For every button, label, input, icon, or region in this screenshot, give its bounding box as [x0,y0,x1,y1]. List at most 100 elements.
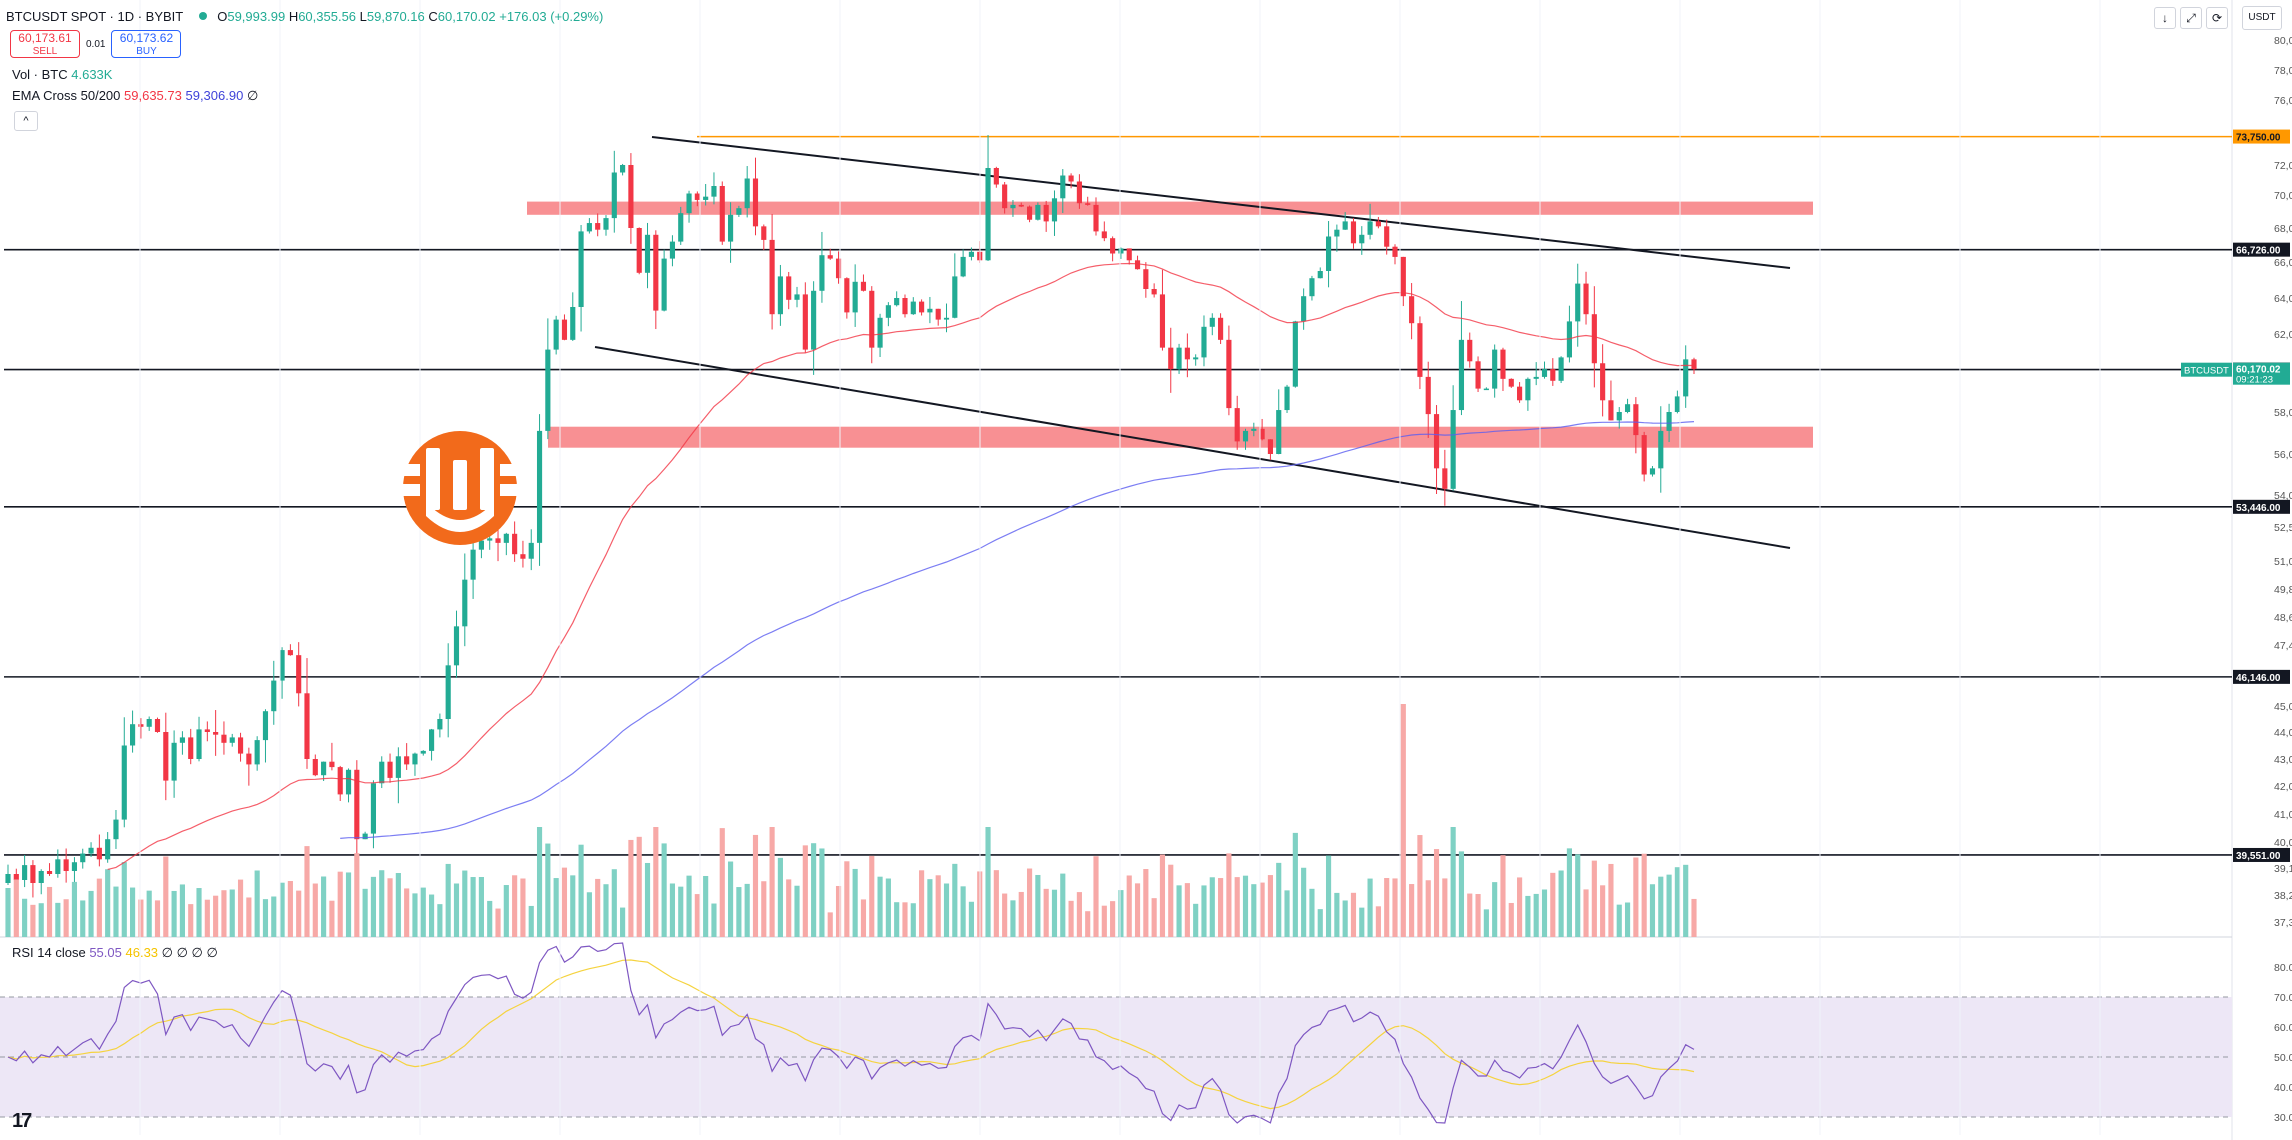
candle-body [254,740,260,765]
candle-body [1583,283,1589,315]
chart-legend: BTCUSDT SPOT · 1D · BYBIT O59,993.99 H60… [6,6,603,26]
volume-bar [1251,884,1257,937]
volume-bar [852,868,858,937]
candle-body [620,165,626,173]
volume-bar [968,901,975,937]
candle-body [1051,198,1058,222]
volume-bar [561,867,568,937]
candle-body [1442,468,1448,489]
price-tick-label: 58,000.00 [2274,407,2292,419]
price-tick-label: 66,000.00 [2274,257,2292,269]
volume-bar [130,887,136,937]
candle-body [279,650,285,681]
candle-body [570,307,576,340]
candle-body [1525,378,1531,401]
price-tick-label: 42,000.00 [2274,781,2292,793]
volume-bar [1134,883,1141,937]
volume-bar [296,890,302,937]
level-label: 39,551.00 [2236,851,2281,862]
candle-body [603,218,609,230]
candle-body [835,258,842,279]
tradingview-logo[interactable]: 17 [12,1110,32,1132]
volume-bar [1525,895,1531,937]
volume-bar [63,899,69,937]
candle-body [786,276,792,300]
volume-bar [1367,878,1373,937]
volume-bar [1442,878,1448,937]
volume-bar [1176,885,1182,937]
currency-select[interactable]: USDT [2242,6,2282,30]
candle-body [694,193,700,200]
volume-bar [387,878,393,937]
volume-bar [71,881,78,937]
candle-body [703,196,709,200]
candle-body [1467,339,1473,362]
volume-bar [553,878,559,937]
volume-bar [1591,860,1597,937]
candle-body [1043,204,1049,222]
candle-body [894,298,900,306]
candle-body [860,281,867,291]
candle-body [844,278,850,313]
volume-bar [819,848,825,937]
candle-body [520,554,526,559]
candle-body [1683,359,1689,397]
volume-bar [661,843,667,937]
support-zone [548,426,1813,448]
volume-bar [1633,857,1639,937]
candle-body [1159,294,1166,348]
candle-body [578,231,584,307]
volume-bar [1201,885,1207,937]
scroll-down-button[interactable]: ↓ [2154,7,2176,29]
volume-bar [345,872,352,937]
candle-body [1234,408,1240,442]
symbol-title[interactable]: BTCUSDT SPOT · 1D · BYBIT [6,8,184,24]
volume-bar [877,876,883,937]
candle-body [769,239,775,315]
candle-body [121,745,127,820]
collapse-legend-button[interactable]: ^ [14,111,38,131]
candle-body [536,430,543,543]
volume-bar [1375,906,1381,937]
volume-bar [370,876,377,937]
candle-body [628,165,634,228]
volume-bar [1002,893,1008,937]
volume-bar [786,879,792,937]
candle-body [379,761,385,784]
price-tick-label: 45,000.00 [2274,701,2292,713]
volume-legend[interactable]: Vol · BTC 4.633K [12,67,113,82]
sell-button[interactable]: 60,173.61 SELL [10,30,80,58]
volume-bar [885,878,891,937]
candle-body [744,178,750,209]
candle-body [470,549,476,580]
volume-bar [1467,893,1473,937]
volume-bar [1616,904,1622,937]
buy-button[interactable]: 60,173.62 BUY [111,30,182,58]
candle-body [395,756,401,778]
ema-legend[interactable]: EMA Cross 50/200 59,635.73 59,306.90 ∅ [12,88,259,103]
refresh-button[interactable]: ⟳ [2206,7,2228,29]
candle-body [221,734,227,743]
channel-lower-line [594,346,1791,549]
volume-bar [237,879,244,937]
rsi-legend[interactable]: RSI 14 close 55.05 46.33 ∅ ∅ ∅ ∅ [12,945,218,960]
volume-bar [229,889,235,937]
volume-bar [636,836,642,937]
volume-bar [1417,835,1423,937]
candle-body [1134,260,1141,270]
candle-body [345,769,352,795]
price-tick-label: 39,100.00 [2274,863,2292,875]
candle-body [46,871,53,874]
volume-bar [943,883,950,937]
rsi-tick-label: 80.00 [2274,962,2292,974]
volume-bar [470,877,476,937]
volume-bar [860,899,867,937]
fullscreen-button[interactable]: ⤢ [2180,7,2202,29]
volume-bar [96,878,102,937]
candle-body [902,298,908,315]
volume-bar [105,869,111,937]
volume-bar [1060,873,1066,937]
candle-body [885,305,891,318]
volume-bar [769,827,775,937]
